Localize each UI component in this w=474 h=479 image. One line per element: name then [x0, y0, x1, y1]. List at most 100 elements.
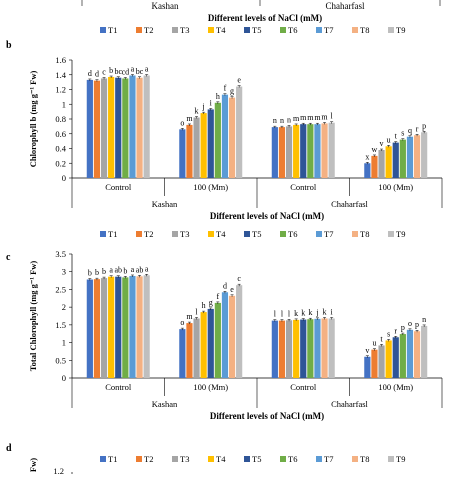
significance-label: w [372, 145, 378, 154]
legend-swatch-t8 [352, 456, 358, 462]
legend-swatch-t9 [388, 231, 394, 237]
legend: T1 T2 T3 T4 T5 T6 T7 T8 T9 [100, 454, 405, 464]
bar-t3 [100, 78, 108, 178]
legend-label-t2: T2 [144, 25, 153, 35]
bar-t1 [86, 79, 93, 178]
bar-t1 [271, 127, 278, 178]
bar-t8 [413, 331, 421, 378]
x-category-label: Control [105, 182, 132, 192]
significance-label: n [280, 116, 284, 125]
legend-swatch-t6 [280, 27, 286, 33]
chart-panel-d: 1.2 Fw) [28, 458, 73, 476]
y-tick-label: 0.4 [55, 144, 66, 154]
bar-t7 [406, 136, 414, 178]
significance-label: k [301, 309, 305, 318]
significance-label: c [102, 67, 106, 76]
significance-label: o [408, 319, 412, 328]
chart-panel-c: 0 0.5 1 1.5 2 2.5 3 3.5 Total Chlorophyll (mg g⁻… [28, 249, 443, 421]
significance-label: j [315, 308, 318, 317]
legend-label-t9: T9 [396, 454, 405, 464]
bar-t9 [236, 285, 243, 378]
bar-t4 [200, 312, 207, 378]
y-tick-label: 1.2 [55, 85, 66, 95]
significance-label: h [202, 301, 206, 310]
legend-label-t2: T2 [144, 454, 153, 464]
panel-letter-d: d [6, 443, 12, 454]
significance-label: h [216, 92, 220, 101]
legend-label-t2: T2 [144, 229, 153, 239]
legend-swatch-t4 [208, 27, 214, 33]
bar-t9 [328, 318, 335, 378]
significance-label: j [202, 102, 205, 111]
significance-label: bc [136, 67, 144, 76]
significance-label: m [321, 112, 328, 121]
legend-swatch-t1 [100, 27, 106, 33]
bar-t3 [378, 149, 385, 178]
significance-label: u [372, 339, 376, 348]
significance-label: m [293, 114, 300, 123]
y-tick-label: 1.5 [55, 320, 66, 330]
bar-t8 [136, 77, 143, 178]
bar-t7 [129, 75, 136, 178]
bar-t8 [136, 276, 143, 378]
x-category-label: 100 (Mm) [193, 382, 228, 392]
bar-t6 [214, 102, 221, 178]
bar-t6 [122, 277, 129, 378]
significance-label: k [294, 309, 298, 318]
bar-t2 [371, 349, 378, 378]
significance-label: v [380, 139, 384, 148]
x-category-label: 100 (Mm) [378, 182, 413, 192]
legend-label-t9: T9 [396, 229, 405, 239]
legend-label-t8: T8 [360, 454, 369, 464]
bar-t3 [378, 345, 385, 378]
legend-swatch-t3 [172, 456, 178, 462]
site-label: Kashan [152, 199, 178, 209]
significance-label: q [408, 126, 412, 135]
legend-label-t7: T7 [324, 25, 333, 35]
bar-t1 [179, 329, 186, 378]
site-label-kashan: Kashan [152, 1, 179, 11]
bar-t2 [371, 155, 378, 178]
legend-label-t5: T5 [252, 454, 261, 464]
site-label: Chaharfasl [331, 199, 368, 209]
significance-label: t [395, 132, 398, 141]
significance-label: o [180, 318, 184, 327]
bar-t1 [271, 320, 278, 378]
significance-label: o [180, 118, 184, 127]
bar-t2 [186, 124, 193, 178]
significance-label: t [380, 334, 383, 343]
significance-label: e [237, 76, 241, 85]
y-axis-title: Fw) [28, 458, 38, 472]
bar-t3 [193, 117, 200, 178]
legend-swatch-t5 [244, 231, 250, 237]
bar-t7 [221, 292, 229, 378]
bar-t9 [421, 132, 428, 178]
significance-label: g [230, 87, 234, 96]
legend-label-t4: T4 [216, 454, 226, 464]
bar-t9 [143, 275, 150, 378]
legend-label-t4: T4 [216, 229, 226, 239]
significance-label: m [300, 113, 307, 122]
bar-t1 [364, 356, 371, 378]
legend: T1 T2 T3 T4 T5 T6 T7 T8 T9 [100, 25, 405, 35]
y-tick-label: 0.6 [55, 129, 66, 139]
bar-t5 [300, 319, 307, 378]
x-axis-title: Different levels of NaCl (mM) [210, 411, 324, 421]
bar-t2 [278, 320, 286, 378]
bar-t9 [236, 86, 243, 178]
significance-label: b [123, 266, 127, 275]
y-tick-label: 1 [62, 338, 66, 348]
y-tick-label: 2 [62, 302, 66, 312]
bar-t5 [392, 337, 399, 378]
significance-label: u [387, 135, 391, 144]
significance-label: l [288, 309, 291, 318]
bar-t8 [228, 295, 236, 378]
significance-label: l [331, 112, 334, 121]
legend-label-t1: T1 [108, 454, 117, 464]
legend-swatch-t2 [136, 456, 142, 462]
bar-t9 [143, 75, 150, 178]
bar-t7 [221, 94, 229, 178]
significance-label: g [209, 298, 213, 307]
significance-label: d [223, 281, 227, 290]
